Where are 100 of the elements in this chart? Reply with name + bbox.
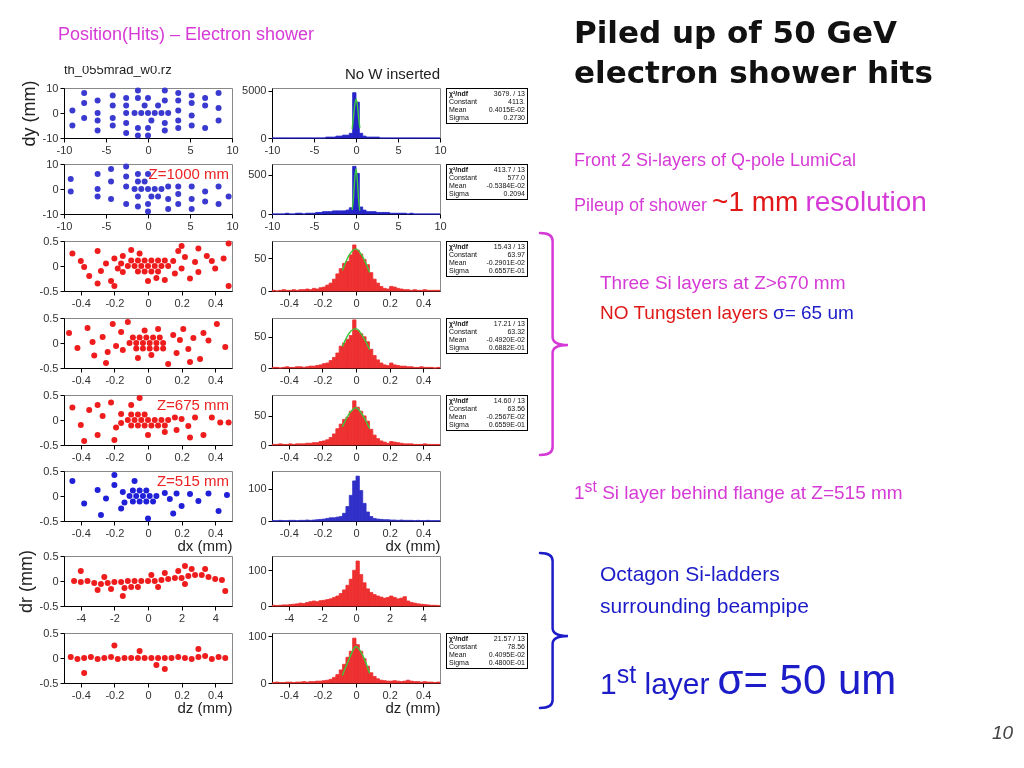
x-tick-label: -2 — [110, 611, 120, 624]
y-tick-label: 100 — [248, 482, 267, 495]
x-tick-label: -0.4 — [279, 450, 299, 463]
y-tick-label: 0 — [260, 284, 267, 297]
x-tick-label: 0.4 — [416, 688, 432, 701]
y-tick-label: -10 — [42, 207, 59, 220]
y-tick-label: -0.5 — [39, 676, 59, 689]
x-tick-label: 0.4 — [208, 450, 224, 463]
y-tick-label: -0.5 — [39, 361, 59, 374]
x-tick-label: -0.4 — [71, 373, 91, 386]
x-axis-title: dx (mm) — [177, 536, 233, 554]
y-tick-label: -0.5 — [39, 438, 59, 451]
x-tick-label: 0 — [145, 450, 152, 463]
y-tick-label: 0 — [260, 438, 267, 451]
y-tick-label: 10 — [46, 157, 59, 170]
text: Piled up of 50 GeV electron shower hits — [574, 13, 934, 92]
x-tick-label: 0.2 — [382, 450, 398, 463]
x-tick-label: 0.4 — [416, 526, 432, 539]
x-tick-label: -0.2 — [105, 450, 125, 463]
x-tick-label: 0.4 — [208, 688, 224, 701]
x-tick-label: 0 — [353, 143, 360, 156]
x-tick-label: 0.2 — [174, 688, 190, 701]
x-tick-label: 10 — [226, 143, 239, 156]
text: NO Tungsten layers — [600, 302, 768, 323]
x-tick-label: 4 — [212, 611, 219, 624]
text: 1$^{st}$ Si layer behind flange at Z=515 mm — [574, 478, 903, 504]
x-tick-label: 5 — [395, 219, 402, 232]
y-tick-label: 0 — [52, 413, 59, 426]
y-tick-label: 0.5 — [43, 234, 59, 247]
x-tick-label: 0 — [145, 611, 152, 624]
y-tick-label: 0.5 — [43, 549, 59, 562]
text: surrounding beampipe — [600, 594, 809, 617]
x-tick-label: 0 — [145, 526, 152, 539]
y-tick-label: 50 — [254, 409, 267, 422]
text: Pileup of shower — [574, 195, 708, 215]
x-tick-label: 0.2 — [174, 526, 190, 539]
x-tick-label: 10 — [434, 219, 447, 232]
x-tick-label: 0.2 — [174, 450, 190, 463]
y-tick-label: 0 — [52, 336, 59, 349]
x-tick-label: 0.2 — [382, 688, 398, 701]
x-tick-label: -4 — [76, 611, 87, 624]
x-tick-label: -0.4 — [71, 526, 91, 539]
x-tick-label: 0 — [145, 373, 152, 386]
x-tick-label: -5 — [309, 143, 320, 156]
y-tick-label: 0.5 — [43, 311, 59, 324]
annotation: Z=515 mm — [156, 472, 229, 489]
text: ~1 mm — [712, 186, 799, 217]
x-tick-label: 0.4 — [208, 296, 224, 309]
x-tick-label: 2 — [387, 611, 394, 624]
y-tick-label: 0 — [52, 651, 59, 664]
y-tick-label: 0.5 — [43, 626, 59, 639]
x-tick-label: -0.2 — [313, 526, 333, 539]
y-tick-label: 0 — [260, 131, 267, 144]
x-tick-label: 0.2 — [382, 373, 398, 386]
y-tick-label: 100 — [248, 563, 267, 576]
x-tick-label: -5 — [309, 219, 320, 232]
y-tick-label: 0 — [260, 599, 267, 612]
x-tick-label: -0.2 — [105, 296, 125, 309]
x-tick-label: 4 — [420, 611, 427, 624]
text: resolution — [805, 186, 927, 217]
x-tick-label: -0.4 — [279, 373, 299, 386]
x-tick-label: -0.4 — [71, 688, 91, 701]
y-tick-label: 0.5 — [43, 388, 59, 401]
y-tick-label: 0 — [260, 514, 267, 527]
y-tick-label: 0 — [52, 106, 59, 119]
x-tick-label: -2 — [318, 611, 328, 624]
x-tick-label: 0.4 — [208, 373, 224, 386]
x-tick-label: -5 — [101, 143, 112, 156]
x-tick-label: 0 — [353, 688, 360, 701]
y-tick-label: 10 — [46, 81, 59, 94]
x-axis-title: dx (mm) — [385, 536, 441, 554]
x-tick-label: -0.2 — [313, 296, 333, 309]
x-tick-label: -4 — [284, 611, 295, 624]
y-tick-label: 500 — [248, 168, 267, 181]
x-tick-label: 0.2 — [382, 296, 398, 309]
x-tick-label: 0.2 — [174, 373, 190, 386]
x-tick-label: 0 — [353, 450, 360, 463]
y-tick-label: 100 — [248, 629, 267, 642]
x-tick-label: -0.2 — [105, 373, 125, 386]
x-tick-label: 0.2 — [174, 296, 190, 309]
x-tick-label: 0 — [353, 373, 360, 386]
y-tick-label: 50 — [254, 251, 267, 264]
y-tick-label: 0 — [52, 259, 59, 272]
x-tick-label: 5 — [395, 143, 402, 156]
text: σ= 65 um — [772, 302, 854, 323]
x-tick-label: 0 — [145, 688, 152, 701]
annotation: Z=1000 mm — [148, 165, 229, 182]
x-tick-label: -0.2 — [105, 526, 125, 539]
x-tick-label: -0.4 — [279, 688, 299, 701]
x-tick-label: 0.4 — [416, 450, 432, 463]
x-tick-label: 0 — [353, 526, 360, 539]
y-tick-label: 0 — [52, 489, 59, 502]
x-tick-label: -0.4 — [279, 296, 299, 309]
x-tick-label: -0.2 — [313, 450, 333, 463]
x-tick-label: 2 — [179, 611, 186, 624]
x-tick-label: 5 — [187, 143, 194, 156]
y-tick-label: 0 — [52, 574, 59, 587]
x-tick-label: 0.4 — [416, 373, 432, 386]
x-tick-label: 0 — [145, 219, 152, 232]
y-tick-label: -0.5 — [39, 514, 59, 527]
